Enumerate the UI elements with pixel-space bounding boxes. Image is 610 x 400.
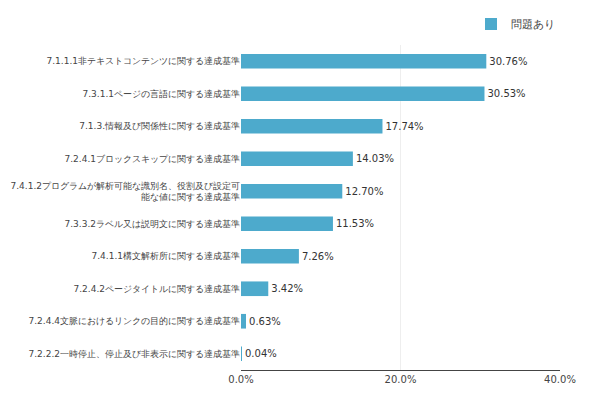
svg-text:問題あり: 問題あり — [511, 18, 555, 31]
svg-text:0.0%: 0.0% — [228, 374, 253, 385]
svg-text:7.4.1.1構文解析所に関する達成基準: 7.4.1.1構文解析所に関する達成基準 — [92, 251, 241, 261]
svg-text:7.2.4.1ブロックスキップに関する達成基準: 7.2.4.1ブロックスキップに関する達成基準 — [65, 154, 241, 164]
svg-text:0.04%: 0.04% — [245, 348, 277, 359]
svg-text:14.03%: 14.03% — [356, 153, 394, 164]
svg-text:11.53%: 11.53% — [336, 218, 374, 229]
svg-text:7.26%: 7.26% — [302, 251, 334, 262]
svg-text:17.74%: 17.74% — [385, 121, 423, 132]
svg-text:0.63%: 0.63% — [249, 316, 281, 327]
svg-text:3.42%: 3.42% — [271, 283, 303, 294]
svg-text:30.53%: 30.53% — [487, 88, 525, 99]
svg-text:40.0%: 40.0% — [544, 374, 576, 385]
svg-text:7.3.1.1ページの言語に関する達成基準: 7.3.1.1ページの言語に関する達成基準 — [83, 89, 241, 99]
svg-text:7.2.2.2一時停止、停止及び非表示に関する達成基準: 7.2.2.2一時停止、停止及び非表示に関する達成基準 — [29, 349, 241, 359]
svg-text:7.3.3.2ラベル又は説明文に関する達成基準: 7.3.3.2ラベル又は説明文に関する達成基準 — [65, 219, 241, 229]
svg-text:12.70%: 12.70% — [345, 186, 383, 197]
svg-text:20.0%: 20.0% — [385, 374, 417, 385]
svg-text:7.2.4.4文脈におけるリンクの目的に関する達成基準: 7.2.4.4文脈におけるリンクの目的に関する達成基準 — [29, 316, 241, 326]
svg-text:7.1.3.情報及び関係性に関する達成基準: 7.1.3.情報及び関係性に関する達成基準 — [79, 121, 240, 131]
svg-text:7.1.1.1非テキストコンテンツに関する達成基準: 7.1.1.1非テキストコンテンツに関する達成基準 — [47, 56, 241, 66]
svg-text:30.76%: 30.76% — [489, 56, 527, 67]
svg-text:7.4.1.2プログラムが解析可能な識別名、役割及び設定可能: 7.4.1.2プログラムが解析可能な識別名、役割及び設定可能な値に関する達成基準 — [11, 181, 241, 203]
svg-text:7.2.4.2ページタイトルに関する達成基準: 7.2.4.2ページタイトルに関する達成基準 — [74, 284, 241, 294]
